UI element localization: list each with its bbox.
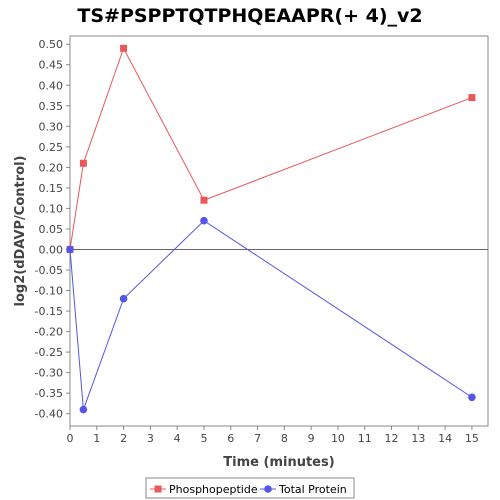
y-tick-label: 0.10 (39, 202, 64, 215)
y-tick-label: -0.10 (35, 285, 63, 298)
x-tick-label: 12 (385, 432, 399, 445)
x-axis-label: Time (minutes) (223, 455, 334, 470)
y-tick-label: -0.35 (35, 387, 63, 400)
y-tick-label: 0.30 (39, 120, 64, 133)
y-tick-label: 0.00 (39, 243, 64, 256)
x-tick-label: 3 (147, 432, 154, 445)
y-tick-label: -0.15 (35, 305, 63, 318)
data-point (66, 245, 74, 254)
x-tick-label: 14 (438, 432, 452, 445)
x-tick-label: 15 (465, 432, 479, 445)
y-axis: -0.40 -0.35 -0.30 -0.25 -0.20 -0.15 -0.10 -0.05… (35, 38, 70, 421)
y-tick-label: 0.15 (39, 182, 64, 195)
y-axis-label: log2(dDAVP/Control) (13, 156, 28, 307)
y-tick-label: 0.25 (39, 141, 64, 154)
legend-box (145, 477, 355, 499)
x-tick-label: 4 (174, 432, 181, 445)
y-tick-label: -0.25 (35, 346, 63, 359)
data-point (200, 216, 208, 225)
y-tick-label: 0.05 (39, 223, 64, 236)
legend-label: Total Protein (278, 483, 347, 496)
data-point (468, 94, 476, 102)
x-tick-label: 11 (358, 432, 372, 445)
x-tick-label: 9 (308, 432, 315, 445)
x-tick-label: 5 (200, 432, 207, 445)
plot-area (69, 35, 489, 427)
x-tick-label: 0 (67, 432, 74, 445)
y-tick-label: -0.20 (35, 326, 63, 339)
x-tick-label: 6 (227, 432, 234, 445)
legend-marker (264, 485, 272, 493)
data-point (119, 294, 128, 303)
chart-title: TS#PSPPTQTPHQEAAPR(+ 4)_v2 (77, 5, 422, 27)
y-tick-label: 0.40 (39, 79, 64, 92)
x-tick-label: 8 (281, 432, 288, 445)
legend-label: Phosphopeptide (169, 483, 258, 496)
y-tick-label: -0.30 (35, 367, 63, 380)
series-total-protein (66, 216, 476, 414)
legend-item: Total Protein (260, 483, 347, 496)
data-point (79, 405, 88, 414)
legend-item: Phosphopeptide (150, 483, 258, 496)
y-tick-label: 0.35 (39, 100, 64, 113)
y-tick-label: -0.40 (35, 408, 63, 421)
x-tick-label: 13 (411, 432, 425, 445)
y-tick-label: -0.05 (35, 264, 63, 277)
x-tick-label: 10 (331, 432, 345, 445)
y-tick-label: 0.20 (39, 161, 64, 174)
data-point (120, 44, 128, 52)
data-point (468, 393, 476, 402)
data-point (79, 159, 87, 167)
y-tick-label: 0.45 (39, 59, 64, 72)
series-layer (66, 44, 476, 414)
x-axis: 0 1 2 3 4 5 6 7 8 9 10 11 12 13 14 15 (67, 426, 479, 445)
legend: Phosphopeptide Total Protein (145, 477, 355, 499)
y-tick-label: 0.50 (39, 38, 64, 51)
data-point (200, 196, 208, 204)
x-tick-label: 2 (120, 432, 127, 445)
x-tick-label: 7 (254, 432, 261, 445)
legend-marker (154, 485, 162, 493)
x-tick-label: 1 (93, 432, 100, 445)
